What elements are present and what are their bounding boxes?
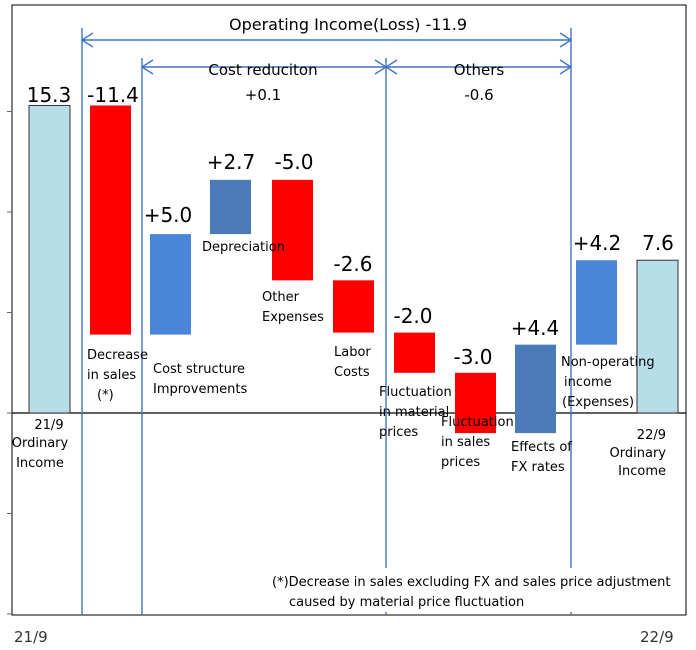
decrease-in-sales-bar bbox=[90, 105, 131, 335]
fluctuation-material-prices-category-label: Fluctuation bbox=[379, 385, 452, 400]
fluctuation-material-prices-value-label: -2.0 bbox=[393, 304, 432, 328]
non-operating-income-category-label: income bbox=[564, 375, 612, 390]
depreciation-bar bbox=[210, 179, 251, 235]
cost-reduction-label: Cost reduciton bbox=[208, 61, 317, 79]
labor-costs-bar bbox=[333, 280, 374, 333]
fluctuation-sales-prices-category-label: prices bbox=[441, 455, 480, 470]
ordinary-income-22-9-category-label: Income bbox=[618, 464, 666, 479]
operating-income-label: Operating Income(Loss) -11.9 bbox=[229, 15, 467, 34]
ordinary-income-22-9-category-label: 22/9 bbox=[637, 428, 666, 443]
others-label: Others bbox=[454, 61, 505, 79]
ordinary-income-22-9-bar bbox=[636, 259, 679, 414]
effects-of-fx-rates-category-label: Effects of bbox=[511, 440, 572, 455]
others-label: -0.6 bbox=[464, 86, 493, 104]
depreciation-category-label: Depreciation bbox=[202, 240, 285, 255]
other-expenses-category-label: Expenses bbox=[262, 310, 324, 325]
cost-structure-improvements-bar bbox=[150, 234, 191, 335]
non-operating-income-category-label: Non-operating bbox=[561, 355, 655, 370]
footnote-text: (*)Decrease in sales excluding FX and sa… bbox=[272, 575, 670, 590]
others-bracket bbox=[384, 59, 573, 75]
labor-costs-category-label: Costs bbox=[334, 365, 370, 380]
operating-income-bracket bbox=[80, 32, 573, 48]
ordinary-income-22-9-value-label: 7.6 bbox=[642, 231, 674, 255]
cost-structure-improvements-category-label: Cost structure bbox=[153, 362, 245, 377]
decrease-in-sales-value-label: -11.4 bbox=[87, 83, 139, 107]
fluctuation-material-prices-category-label: in material bbox=[379, 405, 449, 420]
cost-structure-improvements-category-label: Improvements bbox=[153, 382, 247, 397]
non-operating-income-bar bbox=[576, 260, 617, 345]
labor-costs-category-label: Labor bbox=[334, 345, 371, 360]
other-expenses-value-label: -5.0 bbox=[274, 150, 313, 174]
arrowhead-left bbox=[80, 32, 94, 48]
fluctuation-sales-prices-category-label: in sales bbox=[441, 435, 490, 450]
decrease-in-sales-category-label: Decrease bbox=[87, 348, 148, 363]
arrowhead-right bbox=[559, 32, 573, 48]
effects-of-fx-rates-category-label: FX rates bbox=[511, 460, 565, 475]
other-expenses-bar bbox=[272, 179, 313, 281]
decrease-in-sales-category-label: (*) bbox=[97, 388, 114, 403]
fluctuation-material-prices-category-label: prices bbox=[379, 425, 418, 440]
footer-right-label: 22/9 bbox=[640, 628, 674, 646]
ordinary-income-21-9-bar bbox=[28, 104, 71, 414]
footnote-text: caused by material price fluctuation bbox=[289, 595, 524, 610]
labor-costs-value-label: -2.6 bbox=[333, 252, 372, 276]
cost-reduction-label: +0.1 bbox=[245, 86, 281, 104]
fluctuation-sales-prices-bar bbox=[455, 372, 496, 434]
decrease-in-sales-category-label: in sales bbox=[87, 368, 136, 383]
effects-of-fx-rates-bar bbox=[515, 344, 556, 434]
other-expenses-category-label: Other bbox=[262, 290, 300, 305]
non-operating-income-value-label: +4.2 bbox=[573, 231, 622, 255]
non-operating-income-category-label: (Expenses) bbox=[562, 395, 634, 410]
fluctuation-material-prices-bar bbox=[394, 332, 435, 373]
effects-of-fx-rates-value-label: +4.4 bbox=[511, 316, 560, 340]
ordinary-income-22-9-category-label: Ordinary bbox=[610, 446, 667, 461]
ordinary-income-21-9-category-label: Ordinary bbox=[12, 436, 69, 451]
ordinary-income-21-9-value-label: 15.3 bbox=[27, 83, 72, 107]
plot-frame bbox=[11, 4, 687, 616]
footer-left-label: 21/9 bbox=[14, 628, 48, 646]
footnote-box bbox=[262, 568, 682, 612]
cost-structure-improvements-value-label: +5.0 bbox=[144, 203, 193, 227]
depreciation-value-label: +2.7 bbox=[207, 150, 256, 174]
ordinary-income-21-9-category-label: Income bbox=[16, 456, 64, 471]
arrowhead-right bbox=[559, 59, 573, 75]
arrowhead-left bbox=[140, 59, 154, 75]
fluctuation-sales-prices-value-label: -3.0 bbox=[453, 345, 492, 369]
fluctuation-sales-prices-category-label: Fluctuation bbox=[441, 415, 514, 430]
ordinary-income-21-9-category-label: 21/9 bbox=[34, 418, 63, 433]
arrowhead-left bbox=[384, 59, 398, 75]
